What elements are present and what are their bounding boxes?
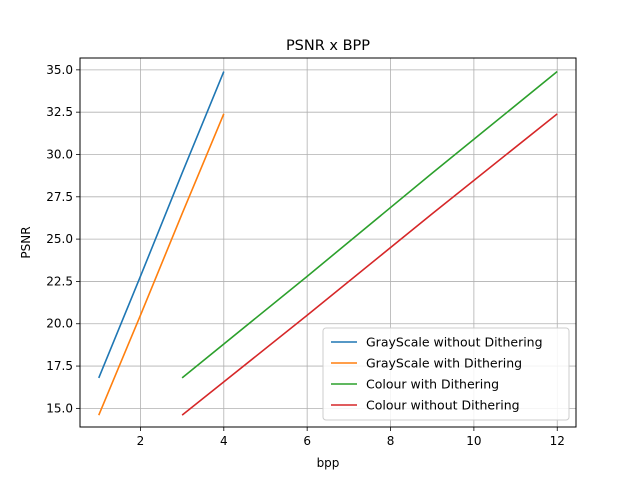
x-tick-label: 10 [466, 434, 481, 448]
x-tick-label: 12 [550, 434, 565, 448]
x-tick-label: 4 [220, 434, 228, 448]
legend-label-2: GrayScale with Dithering [366, 356, 522, 371]
series-line-4 [181, 113, 558, 416]
legend-label-4: Colour without Dithering [366, 398, 520, 413]
y-tick-label: 32.5 [46, 105, 73, 119]
chart-title: PSNR x BPP [286, 38, 370, 54]
series-layer [98, 70, 558, 416]
legend-label-1: GrayScale without Dithering [366, 335, 543, 350]
y-tick-label: 27.5 [46, 190, 73, 204]
legend: GrayScale without Dithering GrayScale wit… [322, 327, 570, 421]
y-tick-label: 17.5 [46, 359, 73, 373]
y-tick-label: 25.0 [46, 232, 73, 246]
plot-frame [79, 57, 577, 428]
y-axis-label: PSNR [19, 226, 33, 258]
y-tick-label: 20.0 [46, 317, 73, 331]
x-tick-label: 2 [137, 434, 145, 448]
y-tick-label: 15.0 [46, 401, 73, 415]
y-tick-label: 30.0 [46, 147, 73, 161]
legend-box [322, 327, 570, 421]
x-tick-label: 8 [387, 434, 395, 448]
y-tick-label: 22.5 [46, 274, 73, 288]
grid-layer [80, 58, 576, 427]
series-line-2 [98, 113, 225, 416]
series-line-1 [98, 71, 225, 379]
series-line-3 [181, 70, 558, 379]
x-tick-label: 6 [303, 434, 311, 448]
tick-layer: 2 4 6 8 10 12 15.0 17.5 20.0 22.5 25.0 27.5 30.0 32.5… [46, 63, 565, 448]
x-axis-label: bpp [317, 456, 340, 470]
legend-label-3: Colour with Dithering [366, 377, 499, 392]
y-tick-label: 35.0 [46, 63, 73, 77]
